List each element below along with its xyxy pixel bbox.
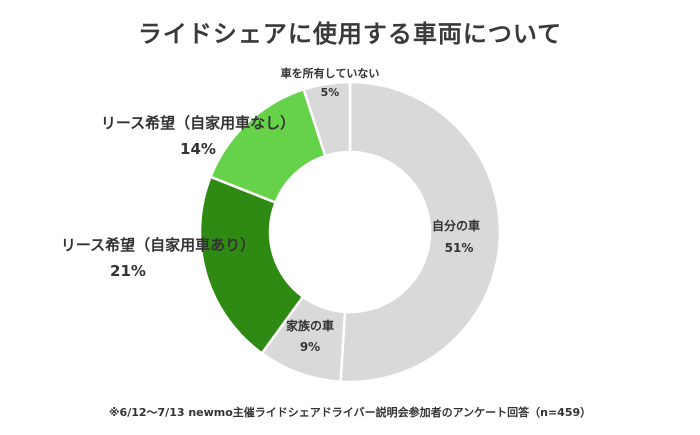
slice-label-no-car: 車を所有していない	[281, 66, 380, 80]
donut-slices	[198, 80, 502, 384]
chart-title: ライドシェアに使用する車両について	[137, 20, 563, 48]
slice-value-lease-without-car: 14%	[180, 140, 216, 158]
slice-no-car	[302, 80, 352, 158]
footnote: ※6/12〜7/13 newmo主催ライドシェアドライバー説明会参加者のアンケー…	[108, 406, 592, 419]
slice-value-family-car: 9%	[300, 340, 320, 354]
slice-label-own-car: 自分の車	[432, 218, 480, 233]
slice-label-lease-without-car: リース希望（自家用車なし）	[101, 114, 295, 132]
slice-value-lease-with-car: 21%	[110, 262, 146, 280]
slice-label-family-car: 家族の車	[286, 318, 334, 333]
slice-value-no-car: 5%	[321, 86, 340, 99]
slice-own-car	[339, 80, 502, 384]
slice-label-lease-with-car: リース希望（自家用車あり）	[61, 236, 255, 254]
slice-lease-with-car	[198, 175, 305, 356]
slice-value-own-car: 51%	[445, 241, 474, 255]
